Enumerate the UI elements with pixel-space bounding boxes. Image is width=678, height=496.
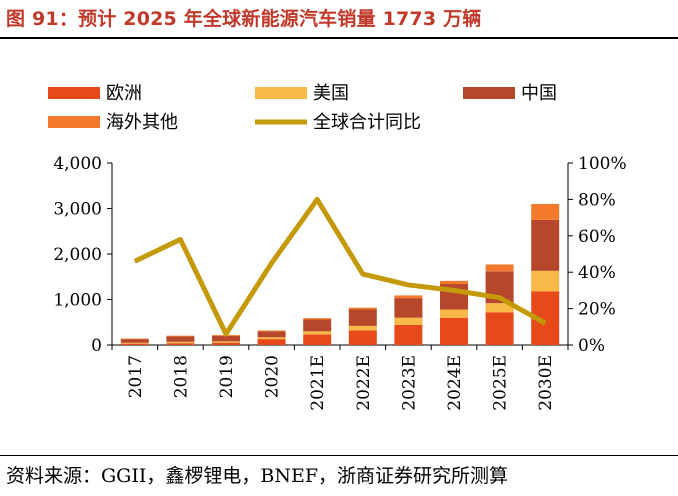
bar-europe (166, 343, 195, 345)
x-tick-label: 2030E (536, 355, 556, 411)
bar-overseas-other (440, 280, 468, 285)
bar-europe (120, 343, 149, 345)
bar-usa (440, 309, 468, 318)
legend-label-global-yoy: 全球合计同比 (313, 112, 421, 133)
legend-label-europe: 欧洲 (106, 83, 142, 104)
bars (120, 203, 560, 345)
bar-overseas-other (394, 295, 423, 299)
bar-europe (303, 334, 332, 345)
bar-china (394, 298, 423, 318)
left-tick-label: 0 (91, 336, 102, 356)
bar-usa (212, 341, 240, 343)
bottom-rule (0, 455, 678, 456)
bar-usa (120, 342, 149, 344)
bar-overseas-other (531, 203, 560, 220)
right-tick-label: 0% (578, 336, 605, 356)
bar-overseas-other (166, 335, 195, 337)
bar-usa (257, 337, 286, 340)
bar-china (303, 319, 332, 332)
bar-usa (394, 317, 423, 325)
chart: 欧洲 美国 中国 海外其他 全球合计同比 0 1,000 2,000 3,000 4,0… (48, 83, 627, 411)
x-tick-label: 2021E (308, 355, 328, 411)
bar-china (348, 309, 377, 326)
legend-swatch-overseas-other (48, 116, 100, 128)
legend-swatch-usa (255, 87, 307, 99)
yoy-line-path (133, 196, 547, 337)
left-tick-label: 2,000 (53, 245, 102, 265)
top-rule (0, 37, 678, 39)
axes: 0 1,000 2,000 3,000 4,000 0% 20% 40% 60% 80% 100% 2… (53, 154, 626, 411)
x-tick-label: 2018 (171, 355, 191, 398)
bar-overseas-other (303, 318, 332, 320)
bar-europe (394, 324, 423, 345)
x-tick-label: 2022E (354, 355, 374, 411)
right-tick-label: 100% (578, 154, 627, 174)
bar-usa (303, 331, 332, 335)
source-note: 资料来源：GGII，鑫椤锂电，BNEF，浙商证券研究所测算 (6, 465, 509, 487)
legend-swatch-china (463, 87, 515, 99)
legend-label-overseas-other: 海外其他 (106, 112, 178, 133)
bar-china (212, 335, 240, 342)
left-tick-label: 4,000 (53, 154, 102, 174)
left-tick-label: 3,000 (53, 200, 102, 220)
x-tick-label: 2019 (217, 355, 237, 398)
x-tick-label: 2024E (445, 355, 465, 411)
right-tick-label: 60% (578, 227, 616, 247)
bar-usa (485, 303, 514, 313)
bar-usa (166, 341, 195, 344)
right-tick-label: 20% (578, 300, 616, 320)
legend-swatch-europe (48, 87, 100, 99)
bar-europe (212, 342, 240, 345)
x-tick-label: 2025E (491, 355, 511, 411)
legend-label-usa: 美国 (313, 83, 349, 104)
bar-china (166, 336, 195, 342)
bar-europe (257, 339, 286, 345)
right-tick-label: 80% (578, 190, 616, 210)
x-tick-label: 2020 (263, 355, 283, 398)
bar-overseas-other (348, 307, 377, 310)
bar-usa (531, 270, 560, 292)
left-tick-label: 1,000 (53, 291, 102, 311)
bar-overseas-other (485, 264, 514, 272)
legend-label-china: 中国 (521, 83, 557, 104)
yoy-line (133, 196, 547, 337)
right-tick-label: 40% (578, 263, 616, 283)
bar-china (120, 339, 149, 343)
figure-title: 图 91：预计 2025 年全球新能源汽车销量 1773 万辆 (6, 8, 482, 30)
x-tick-label: 2023E (399, 355, 419, 411)
bar-europe (440, 317, 468, 345)
bar-europe (348, 330, 377, 345)
bar-overseas-other (257, 330, 286, 332)
bar-china (257, 331, 286, 338)
x-tick-label: 2017 (126, 355, 146, 398)
bar-china (531, 219, 560, 271)
bar-usa (348, 325, 377, 331)
bar-europe (485, 312, 514, 345)
legend: 欧洲 美国 中国 海外其他 全球合计同比 (48, 83, 557, 133)
